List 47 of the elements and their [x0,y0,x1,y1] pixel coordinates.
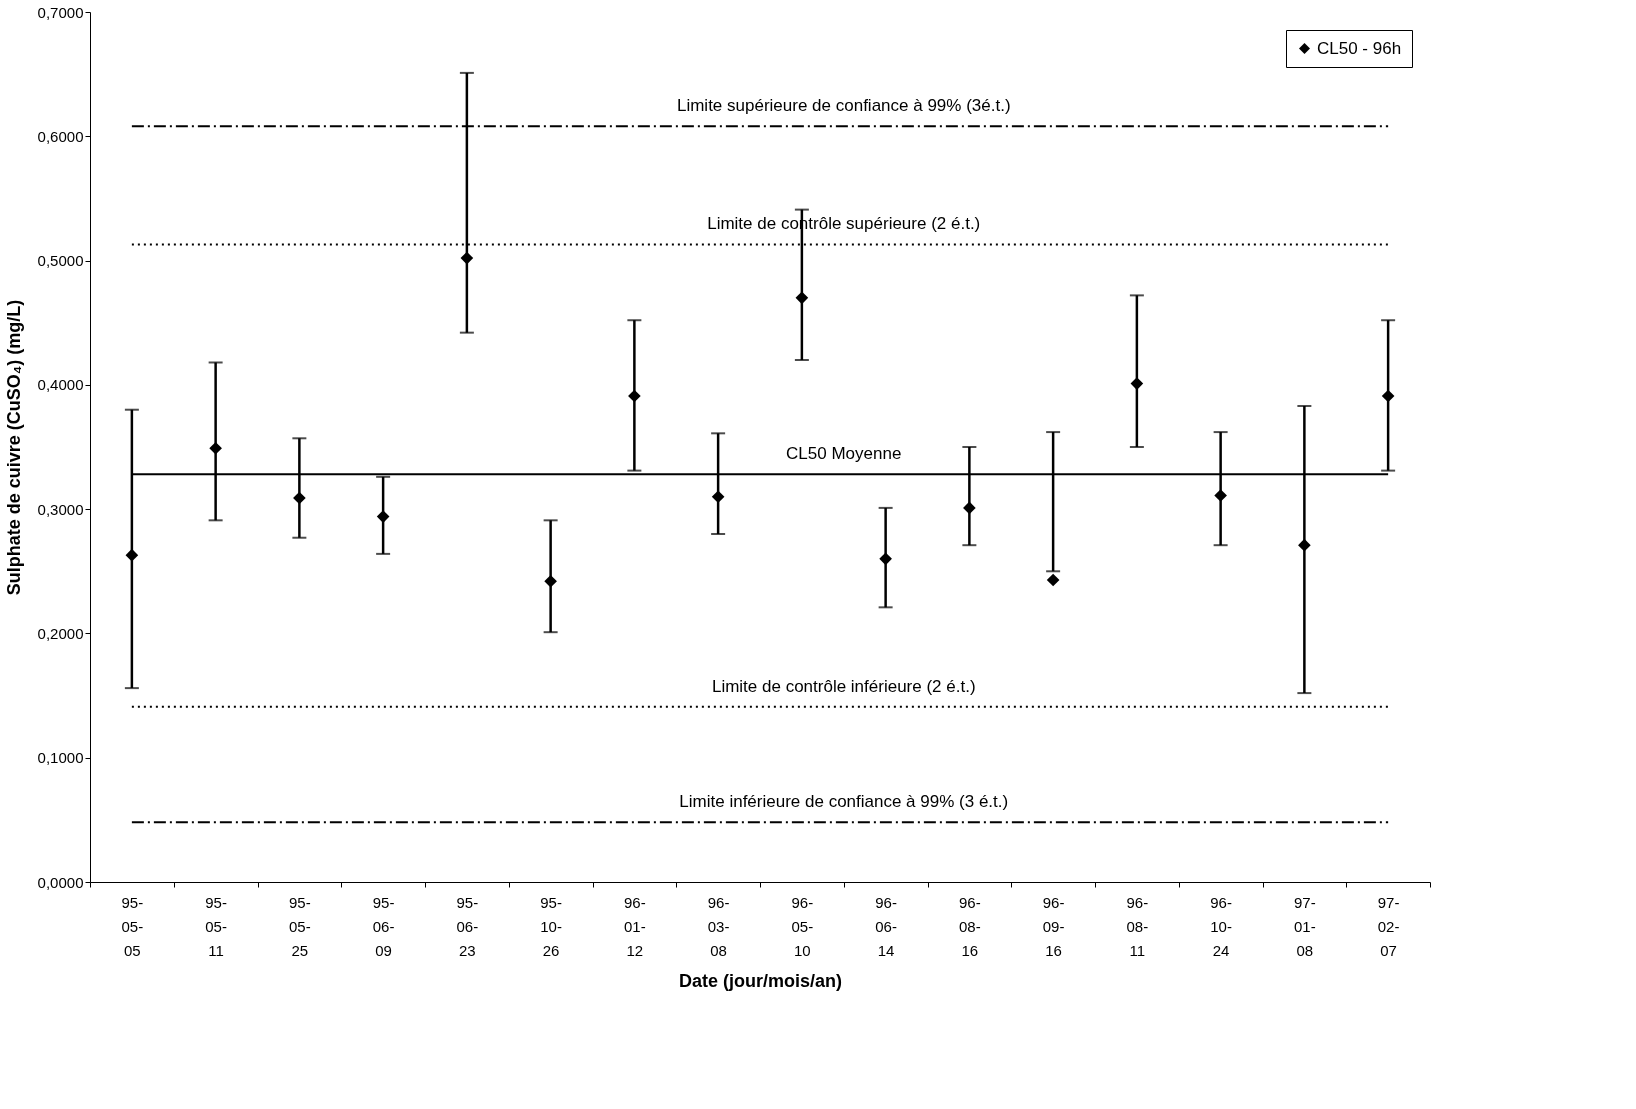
x-tick-label: 96-08-16 [959,893,981,959]
point [209,441,222,455]
point [711,490,725,504]
x-tick-label: 95-05-05 [121,893,144,959]
y-tick-label: 0,5000 [37,252,84,270]
x-tick-label: 95-06-09 [372,893,395,959]
x-tick-label: 96-08-11 [1126,893,1149,959]
x-axis-title: Date (jour/mois/an) [678,970,843,991]
ref-line-label: Limite de contrôle inférieure (2 é.t.) [711,676,976,696]
x-tick-label: 96-03-08 [707,893,730,959]
x-tick-label: 95-05-11 [205,893,227,959]
ref-line-label: Limite supérieure de confiance à 99% (3é.t.) [676,96,1011,116]
x-tick-label: 96-05-10 [791,893,814,959]
point [1381,389,1395,403]
x-tick-label: 97-01-08 [1294,893,1316,959]
x-tick-label: 96-10-24 [1210,893,1232,959]
y-tick-label: 0,2000 [37,624,84,642]
y-tick-label: 0,3000 [37,500,84,518]
legend-label: CL50 - 96h [1317,38,1402,58]
point [795,291,809,305]
ref-line-label: CL50 Moyenne [786,444,902,464]
point [376,510,390,523]
point [1214,489,1227,502]
x-tick-label: 95-06-23 [456,893,479,959]
x-tick-label: 95-05-25 [289,893,311,959]
point [879,552,892,566]
point [1298,538,1311,552]
point [963,501,976,515]
point [1130,377,1144,390]
y-tick-label: 0,4000 [37,376,84,394]
point [544,574,557,588]
x-tick-label: 96-01-12 [624,893,646,959]
x-tick-label: 96-06-14 [875,893,897,959]
point [628,389,641,403]
point [1046,573,1060,587]
point [125,548,139,562]
x-tick-label: 95-10-26 [540,893,562,959]
y-axis-title: Sulphate de cuivre (CuSO₄) (mg/L) [3,299,24,596]
point [293,491,306,505]
point [460,251,474,265]
ref-line-label: Limite inférieure de confiance à 99% (3 é.t.) [679,792,1009,812]
x-tick-label: 96-09-16 [1042,893,1065,959]
y-tick-label: 0,6000 [37,127,84,145]
y-tick-label: 0,7000 [37,3,84,21]
x-tick-label: 97-02-07 [1377,893,1400,959]
y-tick-label: 0,0000 [37,873,84,891]
y-tick-label: 0,1000 [37,749,84,767]
